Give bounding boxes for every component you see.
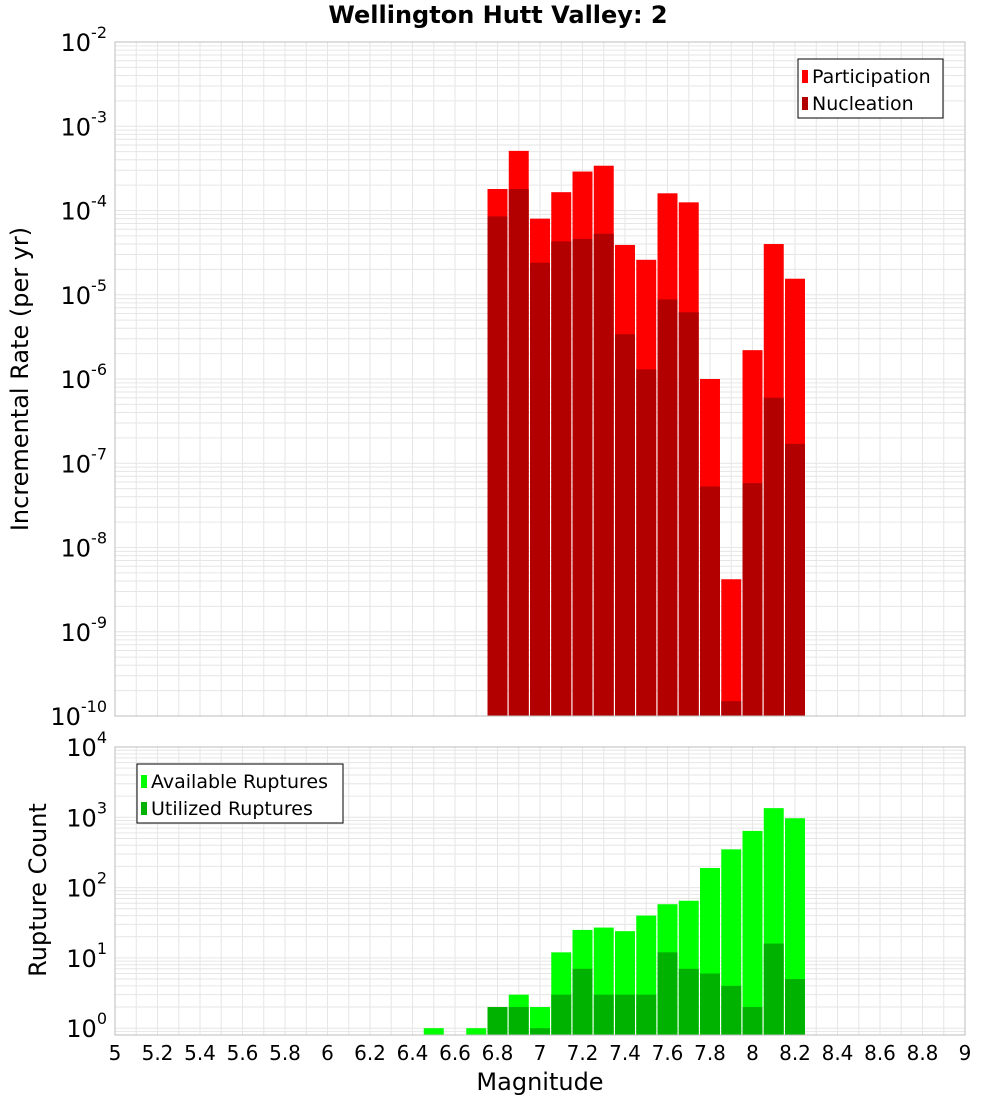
- top-y-tick-label: 10-4: [61, 192, 108, 226]
- top-bar: [487, 216, 508, 716]
- bottom-bar: [615, 994, 635, 1035]
- top-legend: Participation Nucleation: [797, 58, 944, 119]
- top-bar: [551, 241, 572, 716]
- top-y-tick-label: 10-7: [61, 444, 108, 478]
- x-tick-label: 5.2: [142, 1041, 174, 1065]
- bottom-bar: [785, 979, 805, 1035]
- x-tick-label: 5.4: [184, 1041, 216, 1065]
- bottom-series-back: [423, 808, 805, 1035]
- x-tick-label: 7: [534, 1041, 547, 1065]
- x-tick-label: 9: [959, 1041, 972, 1065]
- x-tick-label: 7.6: [652, 1041, 684, 1065]
- top-y-tick-label: 10-8: [61, 529, 108, 563]
- bottom-bar: [721, 985, 742, 1035]
- top-bar: [785, 443, 805, 716]
- x-tick-label: 8.8: [907, 1041, 939, 1065]
- bottom-bar: [551, 994, 572, 1035]
- bottom-y-tick-label: 101: [66, 939, 107, 973]
- x-tick-label: 7.8: [694, 1041, 726, 1065]
- x-tick-label: 5.6: [227, 1041, 259, 1065]
- top-series-front: [487, 188, 805, 717]
- x-tick-label: 7.4: [609, 1041, 641, 1065]
- bottom-bar: [742, 1007, 763, 1035]
- top-y-tick-label: 10-6: [61, 360, 108, 394]
- top-legend-box: [797, 58, 944, 119]
- bottom-bar: [700, 973, 720, 1035]
- bottom-bar: [487, 1007, 508, 1035]
- top-bar: [615, 334, 635, 716]
- x-tick-label: 5: [109, 1041, 122, 1065]
- top-y-tick-label: 10-10: [50, 697, 107, 731]
- bottom-legend-swatch: [141, 802, 147, 815]
- top-legend-swatch: [802, 70, 808, 83]
- x-tick-label: 8.4: [822, 1041, 854, 1065]
- top-legend-label: Nucleation: [812, 93, 914, 115]
- top-bar: [721, 701, 742, 716]
- bottom-y-tick-label: 100: [66, 1009, 107, 1043]
- bottom-bar: [530, 1007, 550, 1035]
- top-bar: [721, 579, 742, 716]
- top-y-axis-label: Incremental Rate (per yr): [6, 227, 34, 531]
- x-tick-label: 7.2: [567, 1041, 599, 1065]
- x-tick-label: 5.8: [269, 1041, 301, 1065]
- top-bar: [530, 262, 550, 716]
- x-tick-label: 8.6: [864, 1041, 896, 1065]
- top-legend-swatch: [802, 97, 808, 110]
- top-frame: [114, 41, 966, 717]
- top-y-tick-label: 10-5: [61, 276, 108, 310]
- bottom-legend-label: Available Ruptures: [151, 771, 328, 793]
- top-bar: [657, 299, 678, 716]
- bottom-legend-box: [136, 763, 344, 824]
- bottom-legend: Available Ruptures Utilized Ruptures: [136, 763, 344, 824]
- x-tick-label: 6.8: [482, 1041, 514, 1065]
- bottom-bar: [572, 968, 593, 1035]
- bottom-bar: [593, 994, 614, 1035]
- x-tick-label: 8: [746, 1041, 759, 1065]
- bottom-bar: [508, 1007, 529, 1035]
- x-tick-label: 6: [321, 1041, 334, 1065]
- bottom-bar: [657, 952, 678, 1035]
- top-bar: [636, 369, 657, 716]
- top-y-tick-label: 10-3: [61, 107, 108, 141]
- x-tick-label: 6.2: [354, 1041, 386, 1065]
- bottom-bar: [742, 830, 763, 1035]
- bottom-bar: [678, 968, 699, 1035]
- bottom-bar: [423, 1028, 444, 1035]
- top-bar: [700, 486, 720, 716]
- chart-title: Wellington Hutt Valley: 2: [328, 1, 667, 29]
- top-plot: 10-10 10-9 10-8 10-7 10-6 10-5 10-4 10-3 10-2 Par…: [50, 23, 966, 731]
- bottom-bar: [636, 994, 657, 1035]
- top-bar: [593, 233, 614, 717]
- x-tick-label: 8.2: [779, 1041, 811, 1065]
- bottom-y-tick-label: 104: [66, 728, 107, 762]
- x-axis-label: Magnitude: [476, 1068, 603, 1096]
- bottom-legend-label: Utilized Ruptures: [151, 798, 313, 820]
- top-y-tick-label: 10-9: [61, 613, 108, 647]
- top-bar: [678, 312, 699, 716]
- top-bar: [763, 397, 784, 716]
- bottom-bar: [466, 1028, 487, 1035]
- bottom-bar: [530, 1028, 550, 1035]
- bottom-plot: 100 101 102 103 104 Available Ruptures Utilize…: [66, 728, 966, 1043]
- bottom-y-tick-label: 103: [66, 798, 107, 832]
- top-y-tick-label: 10-2: [61, 23, 108, 57]
- top-legend-label: Participation: [812, 66, 931, 88]
- top-bar: [508, 188, 529, 716]
- bottom-y-tick-label: 102: [66, 869, 107, 903]
- bottom-bar: [763, 943, 784, 1035]
- x-tick-label: 6.6: [439, 1041, 471, 1065]
- top-bar: [572, 238, 593, 716]
- top-bar: [742, 483, 763, 716]
- bottom-series-front: [487, 943, 805, 1035]
- bottom-legend-swatch: [141, 775, 147, 788]
- bottom-frame: [114, 746, 966, 1036]
- x-tick-label: 6.4: [397, 1041, 429, 1065]
- bottom-y-axis-label: Rupture Count: [24, 803, 52, 977]
- bottom-grid: [114, 747, 966, 1036]
